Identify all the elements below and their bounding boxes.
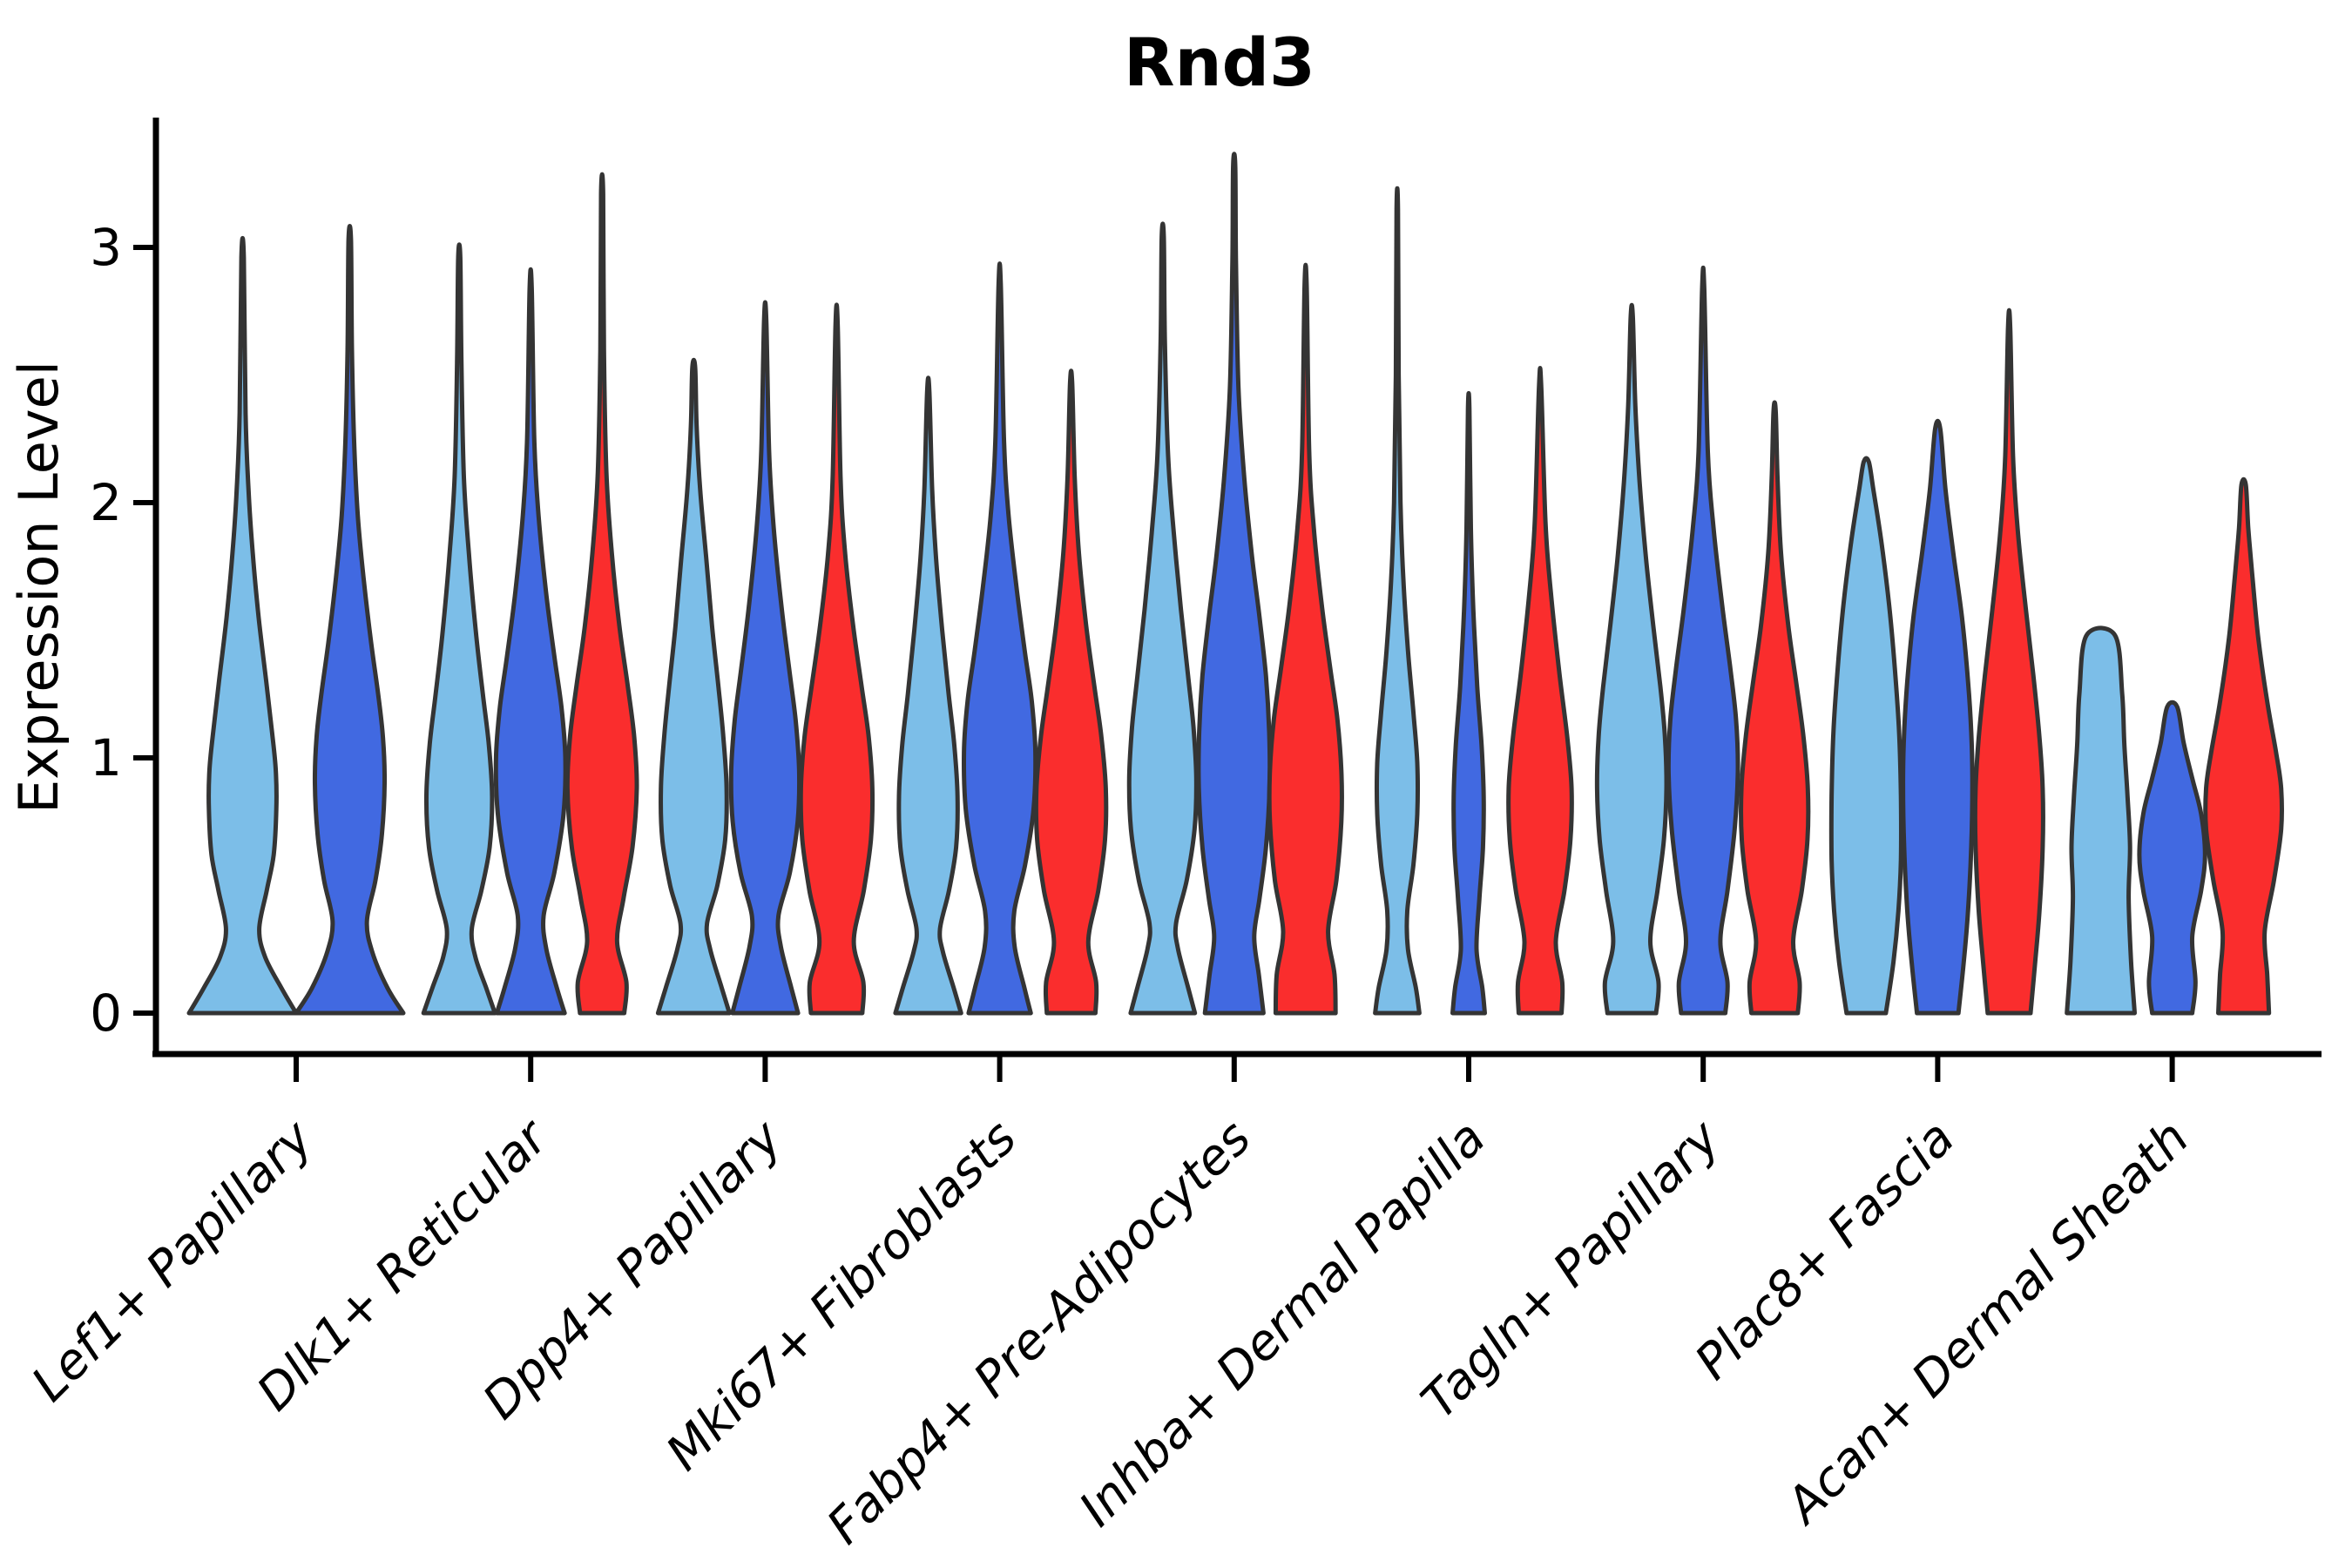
violin-dark_blue-inhba-dermal-papilla <box>1450 390 1487 1016</box>
violin-light_blue-dlk1-reticular <box>421 242 497 1016</box>
violin-red-dpp4-papillary <box>798 302 875 1016</box>
y-axis-ticks: 0 1 2 3 <box>90 218 153 1043</box>
violin-red-dlk1-reticular <box>564 172 639 1016</box>
y-tick-label: 2 <box>90 473 122 532</box>
violin-red-tagln-papillary <box>1739 400 1811 1016</box>
violin-dark_blue-acan-dermal-sheath <box>2137 700 2207 1016</box>
violin-dark_blue-fabp4-pre-adipocytes <box>1196 152 1273 1016</box>
violin-red-acan-dermal-sheath <box>2203 476 2285 1016</box>
violin-light_blue-fabp4-pre-adipocytes <box>1126 221 1199 1016</box>
violin-light_blue-tagln-papillary <box>1594 302 1669 1016</box>
violin-dark_blue-dpp4-papillary <box>728 300 802 1016</box>
violin-red-fabp4-pre-adipocytes <box>1267 262 1344 1016</box>
y-tick-label: 1 <box>90 728 122 787</box>
violin-dark_blue-mki67-fibroblasts <box>962 261 1038 1016</box>
plot-title: Rnd3 <box>1124 24 1315 101</box>
y-tick-label: 0 <box>90 983 122 1043</box>
x-tick-label: Inhba+ Dermal Papilla <box>1069 1110 1497 1538</box>
violin-red-mki67-fibroblasts <box>1033 368 1109 1016</box>
violin-dark_blue-dlk1-reticular <box>493 267 568 1016</box>
y-axis-label: Expression Level <box>7 361 71 814</box>
x-tick-label: Acan+ Dermal Sheath <box>1774 1110 2200 1536</box>
violin-light_blue-dpp4-papillary <box>655 357 732 1016</box>
violin-red-plac8-fascia <box>1972 308 2045 1016</box>
x-tick-label: Fabp4+ Pre-Adipocytes <box>816 1110 1261 1555</box>
violins-layer <box>186 152 2285 1016</box>
violin-light_blue-acan-dermal-sheath <box>2065 625 2137 1016</box>
violin-dark_blue-tagln-papillary <box>1666 265 1740 1016</box>
violin-light_blue-inhba-dermal-papilla <box>1373 186 1422 1016</box>
axes-spines <box>152 118 2322 1058</box>
violin-light_blue-plac8-fascia <box>1828 456 1903 1016</box>
violin-red-inhba-dermal-papilla <box>1506 365 1574 1016</box>
y-tick-label: 3 <box>90 218 122 277</box>
violin-dark_blue-lef1-papillary <box>294 223 406 1016</box>
violin-light_blue-mki67-fibroblasts <box>893 375 963 1016</box>
violin-light_blue-lef1-papillary <box>186 235 299 1016</box>
violin-dark_blue-plac8-fascia <box>1901 418 1975 1016</box>
